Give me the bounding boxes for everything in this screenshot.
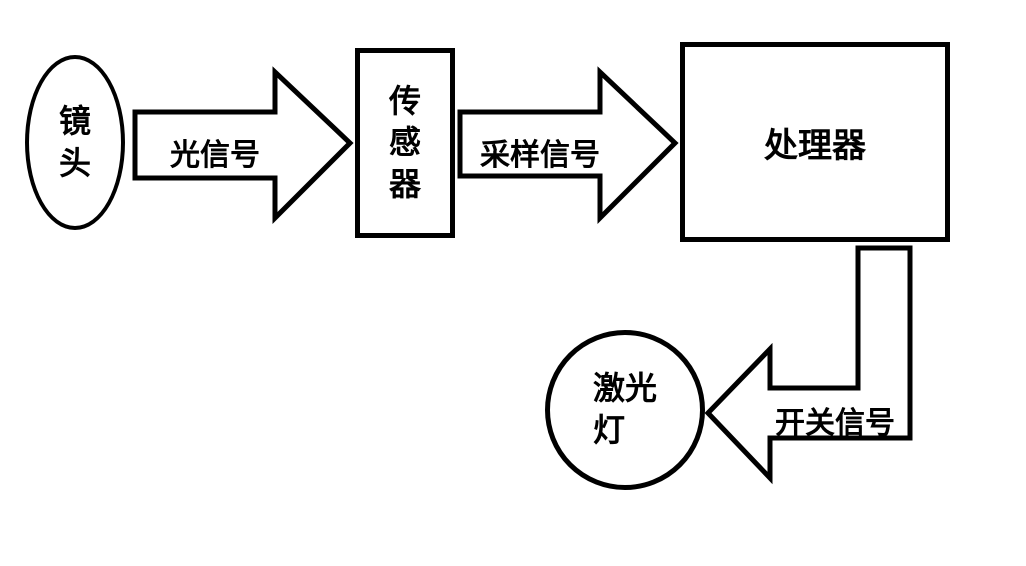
node-laser: 激光 灯 xyxy=(545,330,705,490)
node-lens: 镜 头 xyxy=(25,55,125,230)
diagram-canvas: 镜 头 传感器 处理器 激光 灯 光信号 采样信号 开关信号 xyxy=(0,0,1026,566)
node-laser-label: 激光 灯 xyxy=(593,368,657,451)
node-lens-label: 镜 头 xyxy=(59,101,91,184)
arrow-processor-laser xyxy=(708,248,910,478)
node-processor-label: 处理器 xyxy=(764,118,866,167)
edge-label-2: 采样信号 xyxy=(480,130,600,174)
node-processor: 处理器 xyxy=(680,42,950,242)
node-sensor: 传感器 xyxy=(355,48,455,238)
edge-label-1: 光信号 xyxy=(170,130,260,174)
node-sensor-label: 传感器 xyxy=(386,81,424,206)
edge-label-3: 开关信号 xyxy=(775,398,895,442)
